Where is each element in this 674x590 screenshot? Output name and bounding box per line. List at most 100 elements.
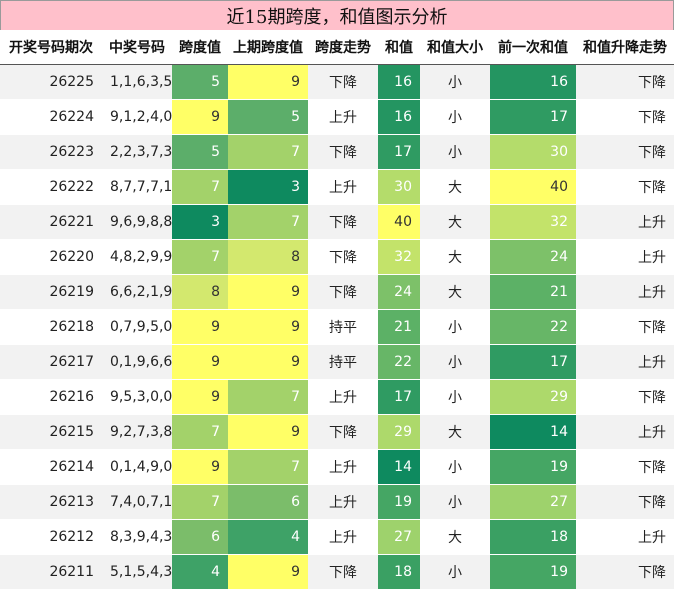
cell-prev-sum: 24 [490, 239, 576, 275]
cell-sum-trend: 下降 [576, 309, 674, 345]
cell-period: 26223 [0, 134, 102, 170]
header-sum: 和值 [378, 30, 420, 65]
table-row: 26215 9,2,7,3,8 7 9 下降 29 大 14 上升 [0, 414, 674, 450]
cell-prev-sum: 17 [490, 99, 576, 135]
cell-span-trend: 上升 [308, 99, 378, 135]
cell-span-trend: 下降 [308, 554, 378, 590]
header-span: 跨度值 [172, 30, 228, 65]
cell-span-trend: 上升 [308, 379, 378, 415]
header-prev-sum: 前一次和值 [490, 30, 576, 65]
cell-prev-span: 5 [228, 99, 308, 135]
cell-prev-span: 4 [228, 519, 308, 555]
cell-sum-trend: 下降 [576, 134, 674, 170]
cell-period: 26214 [0, 449, 102, 485]
cell-numbers: 8,3,9,4,3 [102, 519, 172, 555]
table-row: 26220 4,8,2,9,9 7 8 下降 32 大 24 上升 [0, 239, 674, 275]
cell-sum-trend: 下降 [576, 169, 674, 205]
cell-prev-sum: 22 [490, 309, 576, 345]
analysis-table: 开奖号码期次 中奖号码 跨度值 上期跨度值 跨度走势 和值 和值大小 前一次和值… [0, 30, 674, 590]
cell-sum-size: 小 [420, 449, 490, 485]
header-span-trend: 跨度走势 [308, 30, 378, 65]
cell-prev-span: 6 [228, 484, 308, 520]
cell-numbers: 9,2,7,3,8 [102, 414, 172, 450]
table-row: 26213 7,4,0,7,1 7 6 上升 19 小 27 下降 [0, 484, 674, 520]
table-title: 近15期跨度，和值图示分析 [0, 0, 674, 31]
cell-sum-trend: 下降 [576, 379, 674, 415]
cell-sum-size: 小 [420, 379, 490, 415]
cell-numbers: 2,2,3,7,3 [102, 134, 172, 170]
table-row: 26216 9,5,3,0,0 9 7 上升 17 小 29 下降 [0, 379, 674, 415]
cell-sum: 19 [378, 484, 420, 520]
cell-numbers: 9,1,2,4,0 [102, 99, 172, 135]
cell-sum: 14 [378, 449, 420, 485]
cell-span-trend: 上升 [308, 519, 378, 555]
cell-span-trend: 上升 [308, 449, 378, 485]
cell-sum: 27 [378, 519, 420, 555]
cell-period: 26224 [0, 99, 102, 135]
cell-prev-sum: 32 [490, 204, 576, 240]
cell-span: 3 [172, 204, 228, 240]
cell-span: 7 [172, 239, 228, 275]
cell-span: 6 [172, 519, 228, 555]
cell-sum: 40 [378, 204, 420, 240]
cell-span-trend: 持平 [308, 309, 378, 345]
cell-prev-sum: 17 [490, 344, 576, 380]
cell-sum-size: 大 [420, 169, 490, 205]
cell-sum-size: 小 [420, 134, 490, 170]
cell-sum: 17 [378, 134, 420, 170]
cell-sum-trend: 下降 [576, 449, 674, 485]
cell-prev-span: 9 [228, 274, 308, 310]
cell-sum-trend: 上升 [576, 519, 674, 555]
cell-period: 26212 [0, 519, 102, 555]
cell-prev-sum: 19 [490, 554, 576, 590]
cell-period: 26217 [0, 344, 102, 380]
header-sum-trend: 和值升降走势 [576, 30, 674, 65]
table-row: 26218 0,7,9,5,0 9 9 持平 21 小 22 下降 [0, 309, 674, 345]
cell-prev-sum: 29 [490, 379, 576, 415]
cell-span-trend: 下降 [308, 274, 378, 310]
cell-sum: 16 [378, 64, 420, 100]
cell-sum-size: 小 [420, 484, 490, 520]
table-row: 26219 6,6,2,1,9 8 9 下降 24 大 21 上升 [0, 274, 674, 310]
cell-period: 26213 [0, 484, 102, 520]
cell-prev-sum: 19 [490, 449, 576, 485]
cell-sum-trend: 上升 [576, 274, 674, 310]
cell-numbers: 0,1,4,9,0 [102, 449, 172, 485]
cell-span-trend: 上升 [308, 484, 378, 520]
cell-sum-size: 大 [420, 274, 490, 310]
cell-sum-size: 小 [420, 309, 490, 345]
table-row: 26225 1,1,6,3,5 5 9 下降 16 小 16 下降 [0, 64, 674, 100]
cell-span-trend: 下降 [308, 239, 378, 275]
cell-prev-span: 9 [228, 64, 308, 100]
table-row: 26221 9,6,9,8,8 3 7 下降 40 大 32 上升 [0, 204, 674, 240]
cell-numbers: 8,7,7,7,1 [102, 169, 172, 205]
cell-numbers: 0,7,9,5,0 [102, 309, 172, 345]
cell-sum-trend: 下降 [576, 64, 674, 100]
cell-numbers: 5,1,5,4,3 [102, 554, 172, 590]
cell-span: 7 [172, 484, 228, 520]
cell-numbers: 4,8,2,9,9 [102, 239, 172, 275]
table-row: 26214 0,1,4,9,0 9 7 上升 14 小 19 下降 [0, 449, 674, 485]
cell-sum-size: 大 [420, 414, 490, 450]
cell-span: 9 [172, 379, 228, 415]
table-row: 26222 8,7,7,7,1 7 3 上升 30 大 40 下降 [0, 169, 674, 205]
cell-sum: 16 [378, 99, 420, 135]
cell-sum: 22 [378, 344, 420, 380]
cell-sum: 18 [378, 554, 420, 590]
cell-sum-trend: 上升 [576, 344, 674, 380]
header-sum-size: 和值大小 [420, 30, 490, 65]
cell-sum: 30 [378, 169, 420, 205]
cell-prev-span: 7 [228, 449, 308, 485]
cell-prev-sum: 18 [490, 519, 576, 555]
cell-period: 26211 [0, 554, 102, 590]
cell-sum-size: 大 [420, 204, 490, 240]
cell-numbers: 9,6,9,8,8 [102, 204, 172, 240]
cell-prev-sum: 30 [490, 134, 576, 170]
cell-prev-sum: 40 [490, 169, 576, 205]
cell-prev-span: 3 [228, 169, 308, 205]
cell-numbers: 0,1,9,6,6 [102, 344, 172, 380]
cell-prev-span: 9 [228, 414, 308, 450]
header-row: 开奖号码期次 中奖号码 跨度值 上期跨度值 跨度走势 和值 和值大小 前一次和值… [0, 30, 674, 65]
cell-sum-size: 小 [420, 99, 490, 135]
